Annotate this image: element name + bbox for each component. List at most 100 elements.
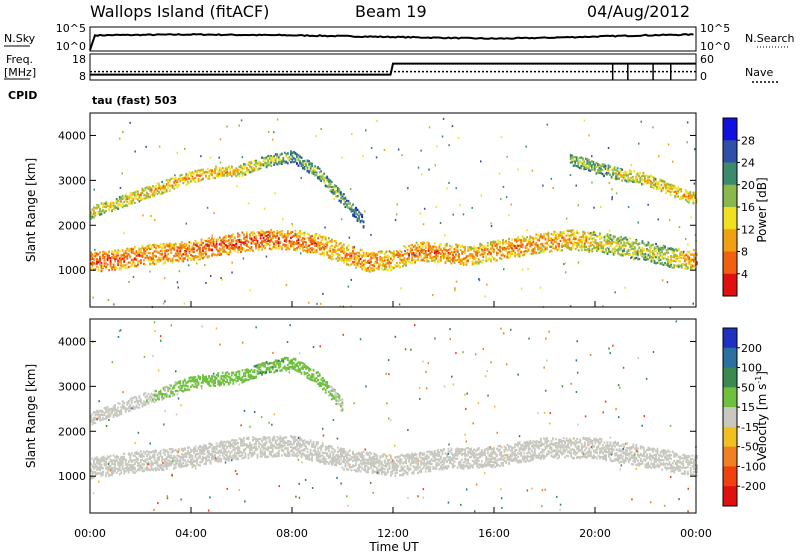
power-echo-cell	[178, 260, 180, 262]
power-echo-cell	[323, 182, 325, 184]
power-echo-cell	[555, 241, 557, 243]
power-echo-cell	[322, 239, 324, 241]
power-echo-cell	[205, 171, 207, 173]
power-echo-cell	[220, 162, 222, 164]
velocity-echo-cell	[102, 471, 104, 473]
nsky-label: N.Sky	[4, 32, 36, 45]
power-echo-cell	[693, 202, 695, 204]
power-echo-cell	[266, 231, 268, 233]
power-echo-cell	[630, 170, 632, 172]
power-echo-cell	[540, 287, 542, 289]
power-echo-cell	[501, 136, 503, 138]
power-echo-cell	[614, 166, 616, 168]
power-echo-cell	[599, 233, 601, 235]
power-echo-cell	[272, 139, 274, 141]
power-echo-cell	[558, 245, 560, 247]
power-echo-cell	[650, 183, 652, 185]
power-echo-cell	[195, 256, 197, 258]
power-echo-cell	[216, 168, 218, 170]
power-echo-cell	[563, 231, 565, 233]
power-echo-cell	[113, 252, 115, 254]
power-echo-cell	[313, 248, 315, 250]
power-echo-cell	[182, 260, 184, 262]
power-echo-cell	[264, 247, 266, 249]
power-echo-cell	[173, 249, 175, 251]
power-echo-cell	[668, 144, 670, 146]
power-echo-cell	[400, 287, 402, 289]
power-echo-cell	[133, 276, 135, 278]
power-echo-cell	[295, 234, 297, 236]
power-echo-cell	[154, 219, 156, 221]
power-echo-cell	[185, 177, 187, 179]
power-echo-cell	[114, 258, 116, 260]
power-echo-cell	[348, 244, 350, 246]
power-echo-cell	[428, 246, 430, 248]
noise-tick-right-top: 10^5	[700, 22, 730, 35]
power-echo-cell	[205, 248, 207, 250]
power-echo-cell	[189, 178, 191, 180]
power-echo-cell	[638, 243, 640, 245]
power-echo-cell	[187, 255, 189, 257]
power-echo-cell	[569, 230, 571, 232]
power-echo-cell	[326, 185, 328, 187]
power-echo-cell	[129, 255, 131, 257]
power-echo-cell	[464, 246, 466, 248]
power-echo-cell	[686, 191, 688, 193]
power-echo-cell	[629, 254, 631, 256]
power-echo-cell	[528, 239, 530, 241]
power-echo-cell	[651, 251, 653, 253]
power-echo-cell	[164, 277, 166, 279]
power-echo-cell	[94, 189, 96, 191]
power-echo-cell	[532, 241, 534, 243]
power-echo-cell	[307, 250, 309, 252]
power-echo-cell	[398, 149, 400, 151]
power-echo-cell	[140, 262, 142, 264]
power-echo-cell	[457, 251, 459, 253]
power-echo-cell	[417, 256, 419, 258]
power-echo-cell	[501, 258, 503, 260]
power-echo-cell	[464, 248, 466, 250]
power-echo-cell	[437, 250, 439, 252]
power-echo-cell	[98, 267, 100, 269]
y-tick-label: 1000	[58, 264, 86, 277]
power-echo-cell	[217, 239, 219, 241]
power-echo-cell	[490, 253, 492, 255]
power-echo-cell	[213, 241, 215, 243]
power-echo-cell	[517, 250, 519, 252]
power-echo-cell	[387, 259, 389, 261]
power-echo-cell	[182, 182, 184, 184]
power-echo-cell	[315, 135, 317, 137]
power-echo-cell	[125, 256, 127, 258]
power-echo-cell	[215, 166, 217, 168]
power-echo-cell	[155, 188, 157, 190]
velocity-echo-cell	[131, 452, 133, 454]
power-echo-cell	[324, 227, 326, 229]
power-echo-cell	[451, 245, 453, 247]
power-echo-cell	[500, 198, 502, 200]
power-echo-cell	[254, 169, 256, 171]
power-echo-cell	[454, 289, 456, 291]
power-echo-cell	[405, 264, 407, 266]
power-echo-cell	[134, 253, 136, 255]
power-echo-cell	[296, 234, 298, 236]
power-echo-cell	[155, 247, 157, 249]
power-echo-cell	[213, 212, 215, 214]
power-echo-cell	[589, 165, 591, 167]
freq-series-line	[90, 64, 696, 75]
power-echo-cell	[325, 238, 327, 240]
power-echo-cell	[348, 249, 350, 251]
power-echo-cell	[307, 246, 309, 248]
power-echo-cell	[331, 241, 333, 243]
power-echo-cell	[624, 177, 626, 179]
power-echo-cell	[393, 258, 395, 260]
power-echo-cell	[155, 244, 157, 246]
power-echo-cell	[205, 253, 207, 255]
power-echo-cell	[579, 239, 581, 241]
power-echo-cell	[311, 165, 313, 167]
power-echo-cell	[210, 275, 212, 277]
power-echo-cell	[240, 251, 242, 253]
power-echo-cell	[97, 212, 99, 214]
power-echo-cell	[495, 241, 497, 243]
